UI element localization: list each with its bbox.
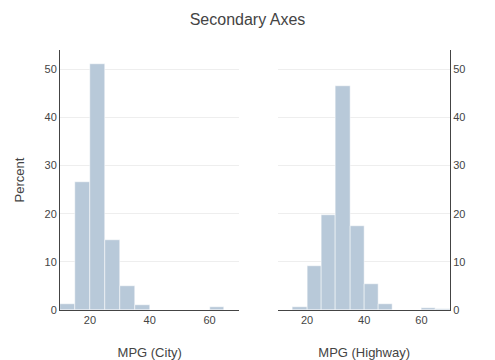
- svg-text:10: 10: [45, 256, 57, 268]
- svg-text:40: 40: [45, 111, 57, 123]
- svg-text:0: 0: [51, 304, 57, 316]
- svg-text:20: 20: [453, 208, 465, 220]
- svg-text:20: 20: [84, 314, 96, 326]
- svg-text:Percent: Percent: [12, 157, 27, 202]
- svg-text:10: 10: [453, 256, 465, 268]
- svg-text:50: 50: [453, 63, 465, 75]
- svg-text:0: 0: [453, 304, 459, 316]
- svg-text:60: 60: [415, 314, 427, 326]
- svg-text:20: 20: [301, 314, 313, 326]
- svg-text:20: 20: [45, 208, 57, 220]
- svg-text:Secondary Axes: Secondary Axes: [190, 11, 306, 28]
- svg-text:30: 30: [453, 159, 465, 171]
- svg-text:30: 30: [45, 159, 57, 171]
- svg-text:40: 40: [144, 314, 156, 326]
- svg-text:40: 40: [453, 111, 465, 123]
- svg-text:50: 50: [45, 63, 57, 75]
- svg-text:MPG (Highway): MPG (Highway): [318, 345, 410, 360]
- svg-text:40: 40: [358, 314, 370, 326]
- svg-text:60: 60: [203, 314, 215, 326]
- svg-text:MPG (City): MPG (City): [118, 345, 182, 360]
